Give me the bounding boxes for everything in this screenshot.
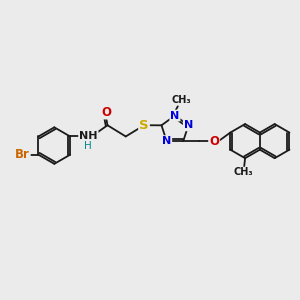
Text: NH: NH (79, 131, 98, 142)
Text: O: O (209, 135, 219, 148)
Text: S: S (139, 119, 149, 132)
Text: N: N (162, 136, 171, 146)
Text: N: N (170, 110, 180, 121)
Text: CH₃: CH₃ (234, 167, 254, 177)
Text: N: N (184, 120, 193, 130)
Text: O: O (101, 106, 111, 118)
Text: CH₃: CH₃ (172, 95, 191, 105)
Text: Br: Br (15, 148, 30, 161)
Text: H: H (85, 141, 92, 151)
